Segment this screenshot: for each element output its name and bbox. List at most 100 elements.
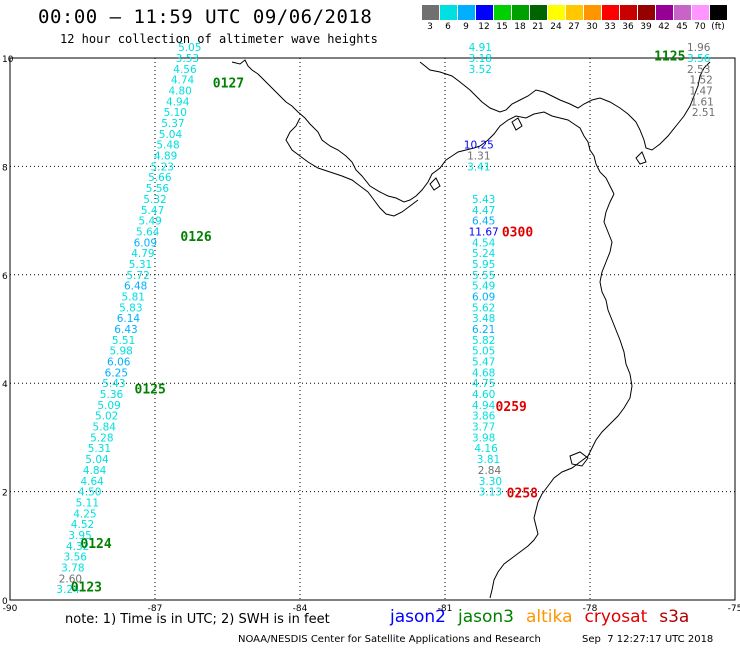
wave-height-value: 3.77 — [472, 422, 495, 434]
axis-tick-labels: -90 -87 -84 -81 -78 -75 0 2 4 6 8 10 — [2, 55, 740, 614]
wave-height-value: 5.04 — [85, 454, 109, 466]
wave-height-value: 5.66 — [148, 172, 172, 184]
colorbar-label: 3 — [427, 22, 433, 32]
pass-time-label: 0125 — [135, 383, 166, 398]
y-tick-label: 2 — [2, 489, 8, 499]
wave-height-value: 5.83 — [119, 302, 142, 314]
pass-time-label: 0259 — [496, 400, 527, 415]
wave-height-value: 5.62 — [472, 302, 495, 314]
colorbar-label: 12 — [478, 22, 490, 32]
wave-height-value: 5.36 — [100, 389, 124, 401]
wave-height-value: 3.24 — [56, 584, 80, 596]
wave-height-value: 4.52 — [71, 519, 94, 531]
wave-height-value: 4.47 — [472, 205, 495, 217]
wave-height-value: 5.98 — [109, 346, 132, 358]
colorbar-swatch — [709, 5, 727, 20]
satellite-legend-jason2: jason2 — [390, 607, 446, 627]
wave-height-value: 4.80 — [168, 86, 191, 98]
colorbar-label: 6 — [445, 22, 451, 32]
wave-height-value: 5.09 — [97, 400, 120, 412]
wave-height-value: 3.30 — [479, 476, 502, 488]
pass-time-label: 0300 — [502, 225, 533, 240]
y-tick-label: 10 — [2, 55, 14, 65]
wave-height-value: 3.48 — [472, 313, 495, 325]
colorbar-swatch — [529, 5, 547, 20]
wave-height-value: 6.43 — [114, 324, 137, 336]
y-tick-label: 4 — [2, 380, 8, 390]
wave-height-value: 5.23 — [151, 161, 174, 173]
coastline — [231, 59, 711, 599]
colorbar-label: 30 — [586, 22, 598, 32]
wave-height-value: 4.94 — [472, 400, 496, 412]
coastline-panama-south — [285, 117, 419, 217]
x-tick-label: -84 — [293, 604, 308, 614]
colorbar-label: 15 — [496, 22, 508, 32]
map-subtitle: 12 hour collection of altimeter wave hei… — [60, 32, 378, 46]
wave-height-value: 5.51 — [112, 335, 135, 347]
x-tick-label: -81 — [438, 604, 453, 614]
wave-height-value: 2.60 — [59, 573, 82, 585]
wave-height-value: 2.53 — [687, 64, 710, 76]
wave-height-value: 4.79 — [131, 248, 154, 260]
wave-height-value: 5.10 — [164, 107, 187, 119]
wave-height-value: 4.94 — [166, 96, 190, 108]
coastline-islands — [429, 117, 647, 467]
wave-height-value: 5.31 — [88, 443, 111, 455]
colorbar-swatch — [457, 5, 475, 20]
wave-height-value: 5.55 — [472, 270, 495, 282]
wave-height-value: 5.47 — [472, 357, 495, 369]
colorbar — [421, 5, 727, 20]
wave-height-value: 6.48 — [124, 281, 147, 293]
colorbar-swatch — [547, 5, 565, 20]
wave-height-value: 4.32 — [66, 541, 89, 553]
satellite-legend-cryosat: cryosat — [584, 607, 648, 627]
y-tick-label: 8 — [2, 163, 8, 173]
wave-height-value: 3.18 — [469, 53, 492, 65]
coastline-panama-north — [231, 59, 481, 203]
wave-height-value: 1.47 — [689, 86, 712, 98]
colorbar-swatch — [619, 5, 637, 20]
wave-height-value: 5.31 — [129, 259, 152, 271]
colorbar-swatch — [673, 5, 691, 20]
wave-height-value: 5.05 — [472, 346, 495, 358]
wave-height-value: 1.52 — [689, 75, 712, 87]
colorbar-swatch — [439, 5, 457, 20]
map-grid — [9, 57, 736, 601]
units-note: note: 1) Time is in UTC; 2) SWH is in fe… — [65, 612, 330, 627]
coastline-pacific-colombia — [489, 193, 633, 599]
wave-height-value: 5.84 — [93, 422, 117, 434]
wave-height-value: 4.75 — [472, 378, 495, 390]
colorbar-swatch — [511, 5, 529, 20]
colorbar-swatch — [691, 5, 709, 20]
wave-height-value: 4.56 — [173, 64, 197, 76]
colorbar-labels: 3 6 9 12 15 18 21 24 27 30 33 36 39 42 45 70 (ft) — [421, 22, 727, 32]
colorbar-label: (ft) — [711, 22, 725, 32]
map-title: 00:00 – 11:59 UTC 09/06/2018 — [38, 6, 373, 28]
y-tick-label: 6 — [2, 272, 8, 282]
wave-height-value: 5.43 — [102, 378, 125, 390]
pass-time-labels: 0127 0126 0125 0124 0123 1125 0300 0259 0258 — [71, 49, 686, 595]
wave-height-value: 1.96 — [687, 42, 711, 54]
wave-height-value: 3.53 — [176, 53, 199, 65]
wave-height-value: 5.43 — [472, 194, 495, 206]
wave-height-value: 5.49 — [472, 281, 495, 293]
wave-height-value: 5.04 — [159, 129, 183, 141]
wave-height-value: 1.31 — [467, 151, 490, 163]
colorbar-label: 24 — [550, 22, 562, 32]
wave-height-value: 6.25 — [105, 367, 128, 379]
colorbar-label: 36 — [622, 22, 634, 32]
wave-height-value: 5.56 — [146, 183, 170, 195]
map-frame — [9, 57, 736, 601]
wave-height-value: 6.09 — [472, 291, 495, 303]
satellite-legend-s3a: s3a — [659, 607, 690, 627]
wave-height-value: 4.84 — [83, 465, 107, 477]
wave-height-value: 4.60 — [472, 389, 495, 401]
wave-height-value: 3.56 — [64, 552, 88, 564]
colorbar-label: 18 — [514, 22, 526, 32]
wave-height-value: 10.25 — [464, 140, 494, 152]
wave-height-value: 5.05 — [178, 42, 201, 54]
colorbar-swatch — [493, 5, 511, 20]
coastline-panama-gulf — [479, 111, 615, 195]
wave-height-value: 5.02 — [95, 411, 118, 423]
wave-height-value: 6.06 — [107, 357, 131, 369]
